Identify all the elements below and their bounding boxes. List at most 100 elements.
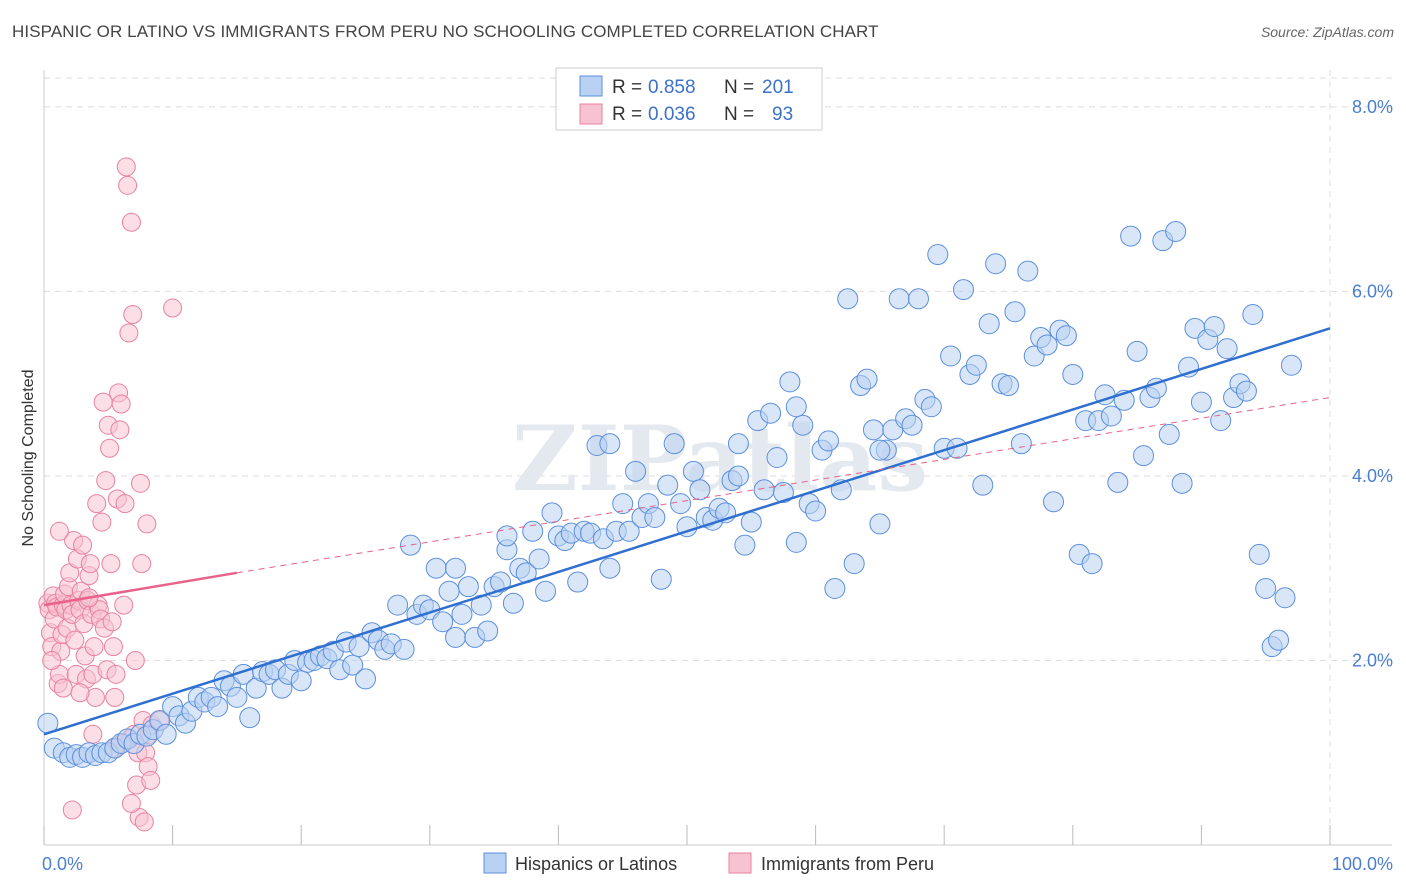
peru-point [65,630,85,650]
hispanic-point [901,414,923,436]
hispanic-point [772,482,794,504]
peru-point [141,770,161,790]
peru-point [103,637,123,657]
peru-point [62,800,82,820]
hispanic-point [490,571,512,593]
hispanic-point [348,636,370,658]
hispanic-point [785,531,807,553]
hispanic-point [927,244,949,266]
hispanic-point [862,419,884,441]
peru-trend-line-extension [236,397,1331,574]
hispanic-point [1274,587,1296,609]
hispanic-point [1017,260,1039,282]
peru-point [110,420,130,440]
y-axis-label: No Schooling Completed [20,370,37,547]
hispanic-point [445,557,467,579]
hispanic-point [644,506,666,528]
chart-title: HISPANIC OR LATINO VS IMMIGRANTS FROM PE… [12,22,879,41]
hispanic-point [869,513,891,535]
hispanic-point [817,430,839,452]
hispanic-point [1248,543,1270,565]
hispanic-point [1190,391,1212,413]
hispanic-point [1242,303,1264,325]
legend-n-label-1: N = [724,77,754,98]
chart-source: Source: ZipAtlas.com [1260,24,1394,40]
legend-n-value-1: 201 [762,77,794,98]
hispanic-point [1235,380,1257,402]
hispanic-point [355,668,376,690]
hispanic-point [239,707,261,729]
bottom-legend-label-peru: Immigrants from Peru [761,854,934,874]
y-tick-label-1: 4.0% [1352,466,1393,486]
x-tick-label-0: 0.0% [42,854,83,874]
peru-point [106,664,126,684]
hispanic-point [869,439,891,461]
hispanic-point [155,723,177,745]
peru-point [119,323,139,343]
hispanic-point [612,493,634,515]
hispanic-point [824,578,846,600]
hispanic-point [1133,445,1155,467]
hispanic-point [965,354,987,376]
hispanic-point [940,345,962,367]
hispanic-point [727,465,749,487]
hispanic-point [837,288,859,310]
hispanic-point [888,288,910,310]
hispanic-point [290,670,312,692]
hispanic-trend-line [43,327,1331,736]
hispanic-point [1280,354,1302,376]
peru-point [121,212,141,232]
hispanic-point [438,580,460,602]
hispanic-point [1165,220,1187,242]
legend-r-value-2: 0.036 [648,104,696,125]
hispanic-point [734,534,756,556]
peru-trend-line [43,571,238,607]
peru-point [111,394,131,414]
hispanic-point [978,313,1000,335]
hispanic-point [1107,471,1129,493]
hispanic-point [1145,377,1167,399]
hispanic-point [843,553,865,575]
hispanic-point [625,460,647,482]
peru-point [101,554,121,574]
peru-point [123,304,143,324]
hispanic-point [477,620,499,642]
hispanic-point [541,502,563,524]
peru-point [114,595,134,615]
y-tick-label-2: 6.0% [1352,281,1393,301]
bottom-legend-swatch-peru [728,852,752,874]
y-axis-label-group: No Schooling Completed [20,370,37,547]
hispanic-point [1158,423,1180,445]
hispanic-point [657,474,679,496]
peru-points [38,157,183,832]
hispanic-point [1120,225,1142,247]
hispanic-point [1055,325,1077,347]
tick-labels: 2.0% 4.0% 6.0% 8.0% 0.0% 100.0% [42,97,1393,874]
peru-point [132,554,152,574]
x-tick-label-1: 100.0% [1332,854,1393,874]
hispanic-point [1171,472,1193,494]
hispanic-point [457,576,479,598]
hispanic-point [599,433,621,455]
hispanic-point [766,447,788,468]
y-tick-label-3: 8.0% [1352,97,1393,117]
hispanic-point [1004,301,1026,323]
legend-r-label-1: R = [612,77,642,98]
hispanic-point [207,696,229,718]
hispanic-point [1203,315,1225,337]
peru-point [125,650,145,670]
peru-point [70,683,90,703]
hispanic-point [760,402,782,424]
hispanic-point [535,580,557,602]
hispanic-point [985,253,1007,275]
hispanic-point [785,396,807,418]
hispanic-point [226,686,248,708]
bottom-legend-label-hispanic: Hispanics or Latinos [515,854,677,874]
hispanic-point [387,594,409,616]
peru-point [105,687,125,707]
peru-point [96,471,116,491]
hispanic-point [496,525,518,547]
legend-swatch-hispanic [579,75,603,97]
hispanic-point [670,493,692,515]
hispanic-point [753,479,775,501]
